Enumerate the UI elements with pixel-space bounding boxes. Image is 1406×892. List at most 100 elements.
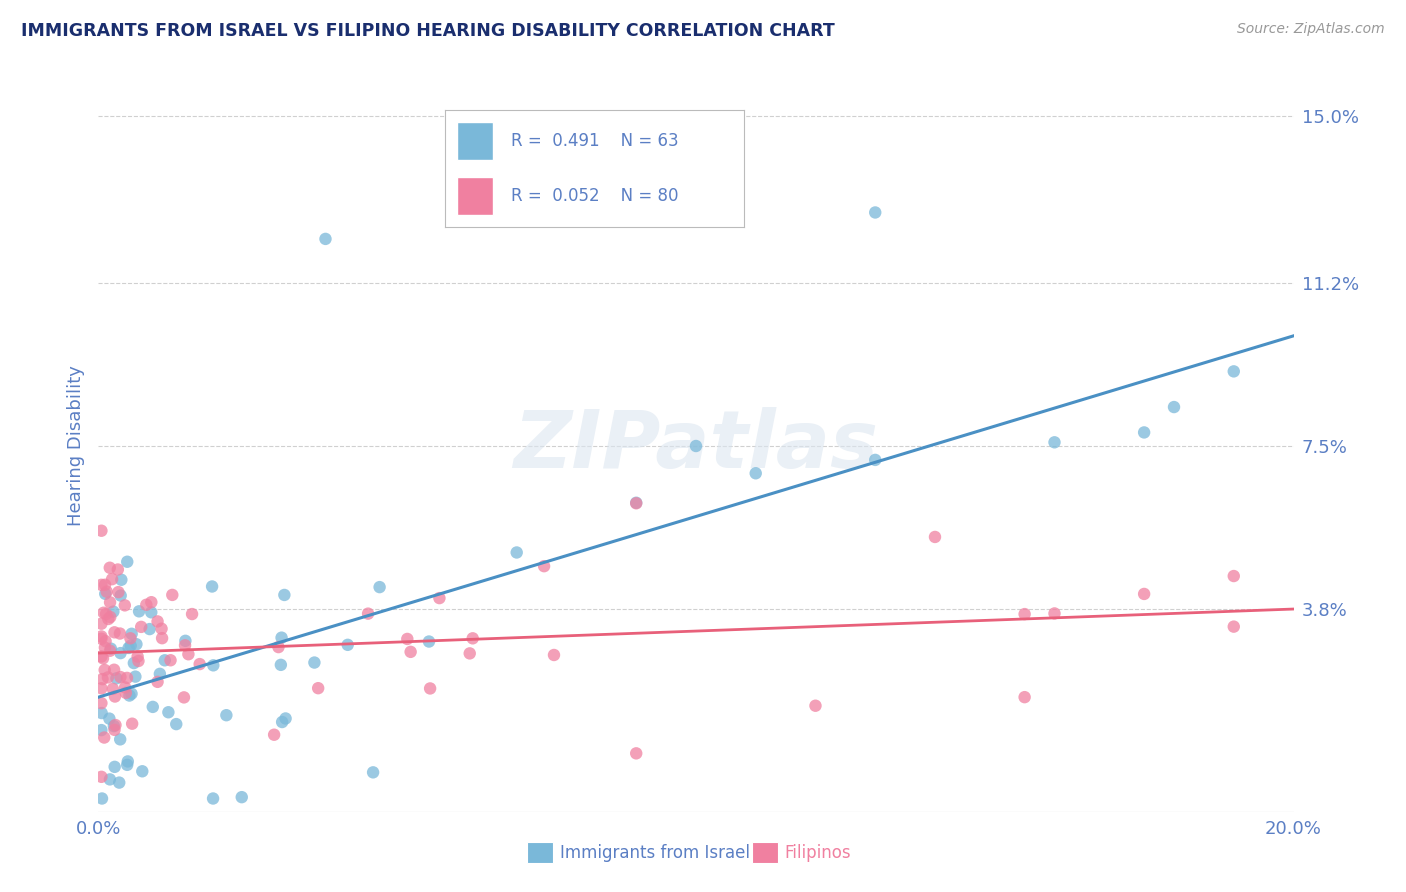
Point (107, 585, 129, 599)
Point (157, 705, 180, 719)
Point (114, 599, 136, 613)
Point (115, 757, 138, 772)
Point (98, 610, 121, 624)
Point (94, 587, 117, 601)
Y-axis label: Hearing Disability: Hearing Disability (66, 366, 84, 526)
Point (90, 706, 112, 720)
Point (103, 719, 125, 733)
Point (150, 622, 173, 636)
Point (110, 670, 132, 684)
Point (273, 588, 295, 602)
Point (110, 589, 132, 603)
Point (91, 672, 114, 686)
Point (96, 584, 118, 599)
Point (357, 607, 380, 621)
Point (104, 718, 127, 732)
Point (1014, 690, 1036, 705)
Point (131, 764, 153, 779)
Point (1014, 607, 1036, 621)
Point (101, 681, 124, 696)
Point (108, 732, 131, 747)
Point (177, 647, 200, 661)
Point (118, 689, 141, 703)
Point (120, 632, 142, 646)
Point (97, 670, 120, 684)
Point (91, 791, 114, 805)
Point (97, 612, 120, 626)
Point (231, 790, 253, 805)
Point (745, 467, 768, 481)
Point (90, 630, 112, 644)
Point (173, 690, 195, 705)
Point (127, 649, 149, 664)
Point (90, 524, 112, 538)
Point (98, 644, 121, 658)
Point (101, 572, 124, 586)
Point (533, 559, 555, 574)
Point (114, 681, 136, 695)
Point (215, 708, 238, 723)
Point (94, 634, 117, 648)
Point (135, 598, 157, 612)
Point (110, 573, 132, 587)
Point (121, 687, 143, 701)
Point (90, 681, 112, 696)
Point (98, 560, 121, 574)
Point (127, 654, 149, 668)
Point (90, 578, 112, 592)
Point (117, 640, 139, 655)
Point (103, 605, 125, 619)
Point (1163, 400, 1185, 414)
Point (90, 616, 112, 631)
Point (90, 770, 112, 784)
Point (115, 671, 138, 685)
Point (104, 690, 127, 704)
Point (138, 622, 160, 636)
Point (174, 633, 197, 648)
Point (188, 657, 211, 671)
Point (1223, 620, 1246, 634)
Point (924, 530, 946, 544)
Point (315, 232, 337, 246)
Point (626, 496, 648, 510)
Point (336, 638, 359, 652)
Point (90, 723, 112, 737)
Point (91, 651, 114, 665)
Point (418, 634, 440, 648)
Point (142, 699, 165, 714)
Point (141, 595, 163, 609)
Point (307, 681, 329, 695)
Point (110, 646, 132, 660)
Text: IMMIGRANTS FROM ISRAEL VS FILIPINO HEARING DISABILITY CORRELATION CHART: IMMIGRANTS FROM ISRAEL VS FILIPINO HEARI… (21, 22, 835, 40)
Point (865, 205, 887, 219)
Point (105, 671, 128, 685)
Point (399, 645, 422, 659)
Point (103, 723, 125, 737)
Point (162, 588, 184, 602)
Point (141, 605, 163, 619)
Point (202, 791, 225, 805)
Point (121, 627, 143, 641)
Point (429, 591, 451, 606)
Point (125, 637, 148, 651)
Point (419, 681, 441, 696)
Point (120, 639, 142, 653)
Point (361, 765, 384, 780)
Point (149, 666, 172, 681)
Point (159, 653, 181, 667)
Point (108, 775, 131, 789)
Point (90, 696, 112, 710)
Point (181, 607, 204, 621)
Point (368, 580, 391, 594)
Point (304, 656, 326, 670)
Point (270, 631, 292, 645)
Point (124, 670, 146, 684)
Point (94, 607, 117, 621)
Point (103, 663, 125, 677)
Point (90, 632, 112, 646)
Point (506, 545, 529, 559)
Point (100, 641, 122, 656)
Point (1223, 364, 1246, 378)
Point (94, 640, 117, 655)
Point (1133, 587, 1156, 601)
